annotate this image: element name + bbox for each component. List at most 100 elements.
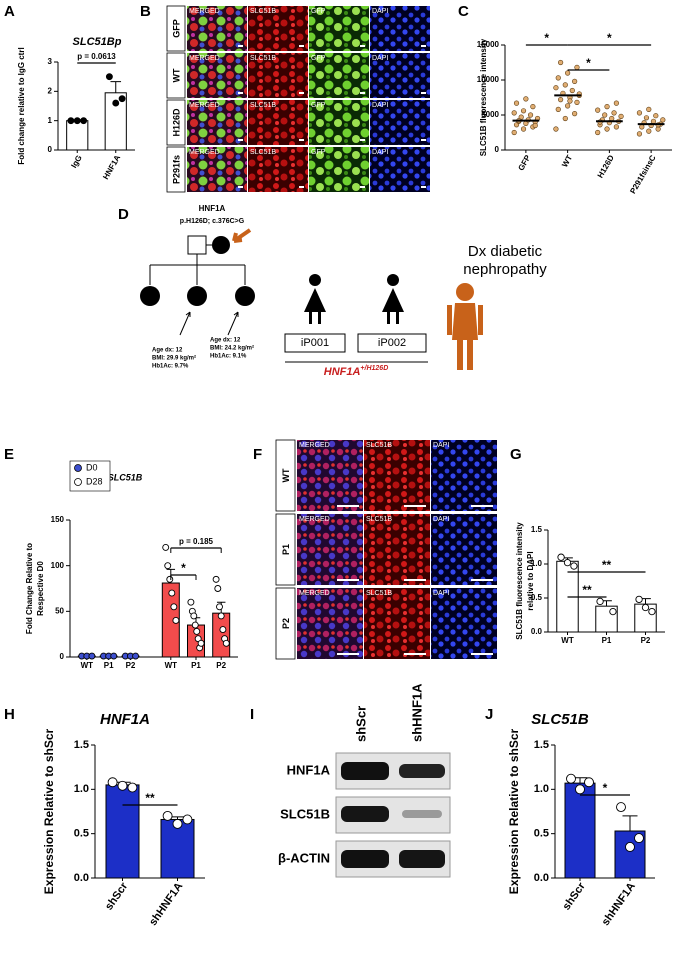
donor-icon [304,274,326,324]
genotype: HNF1A+/H126D [324,365,389,378]
x-tick-label: WT [81,661,94,670]
x-tick-label: H126D [596,153,616,179]
bar [105,784,140,879]
diagnosis: nephropathy [463,261,547,278]
data-point [595,129,601,136]
line-label: iP001 [301,337,329,349]
icon-leg [457,340,463,370]
data-point [222,639,230,647]
y-axis-label: Expression Relative to shScr [42,728,56,894]
channel-label: MERGED [189,8,220,15]
channel-label: SLC51B [366,590,392,597]
micrograph [187,6,247,51]
micrograph [370,6,430,51]
x-tick-label: P1 [602,636,612,645]
band [402,810,442,818]
data-point [168,589,176,597]
data-point [88,652,96,660]
data-point [553,85,559,91]
data-point [212,575,220,583]
genotype-gene: HNF1A [324,366,361,378]
father [187,235,207,255]
band [341,806,389,822]
data-point [191,621,199,629]
micrograph [187,100,247,145]
patient-age: Age dx: 12 [210,338,241,344]
micrograph [364,588,430,659]
channel-label: DAPI [372,8,388,15]
proband-mother [212,236,230,254]
data-point [107,777,118,788]
y-tick-label: 0.0 [531,627,543,636]
x-tick-label: P291fsinsC [628,153,657,195]
patient-bmi: BMI: 29.9 kg/m² [152,355,196,362]
data-point [565,103,571,109]
icon-arm [447,305,452,335]
row-label: P291fs [171,155,181,184]
y-tick-label: 0 [48,145,53,154]
y-tick-label: 0 [60,652,65,661]
band [341,850,389,868]
data-point [648,607,656,616]
channel-label: MERGED [299,516,330,523]
data-point [604,126,610,132]
y-tick-label: 3 [48,57,53,66]
donor-icon [382,274,404,324]
data-point [609,607,617,616]
legend-swatch [74,478,82,486]
panel-label: B [140,3,151,20]
significance-label: ** [582,583,592,597]
data-point [653,113,659,119]
channel-label: DAPI [372,102,388,109]
data-point [166,575,174,583]
data-point [641,603,650,612]
row-label: P2 [281,618,291,629]
micrograph [370,147,430,192]
child [235,286,255,306]
data-point [132,652,140,660]
data-point [595,107,601,113]
data-point [162,543,170,551]
significance-label: p = 0.185 [179,537,214,546]
icon-arm [478,305,483,335]
data-point [643,115,650,121]
y-tick-label: 1.0 [531,559,543,568]
channel-label: SLC51B [250,149,276,156]
data-point [635,595,643,604]
data-point [569,87,575,94]
chart-title: SLC51B [108,472,143,482]
icon-leg [467,340,473,370]
data-point [660,117,666,123]
panel-label: G [510,446,522,463]
channel-label: SLC51B [366,516,392,523]
channel-label: SLC51B [366,442,392,449]
band [399,850,445,868]
data-point [520,108,527,114]
x-tick-label: WT [560,153,574,168]
data-point [214,585,222,592]
channel-label: DAPI [372,149,388,156]
data-point [570,562,578,570]
y-tick-label: 1.5 [531,525,543,534]
channel-label: SLC51B [250,102,276,109]
data-point [105,73,113,81]
diagnosis: Dx diabetic [468,243,543,260]
chart-title: HNF1A [100,711,150,728]
significance-label: * [544,31,549,45]
channel-label: GFP [311,8,326,15]
data-point [170,603,178,611]
data-point [572,78,578,84]
child [187,286,207,306]
data-point [563,558,572,567]
blot-column: shHNF1A [409,683,424,742]
chart-title: SLC51B [531,711,589,728]
micrograph [364,440,430,511]
channel-label: MERGED [189,102,220,109]
patient-age: Age dx: 12 [152,348,183,354]
pedigree: HNF1A p.H126D; c.376C>G Age dx: 12 BMI: … [140,204,547,378]
y-axis-label: Expression Relative to shScr [507,728,521,894]
data-point [182,814,193,825]
x-tick-label: WT [165,661,178,670]
